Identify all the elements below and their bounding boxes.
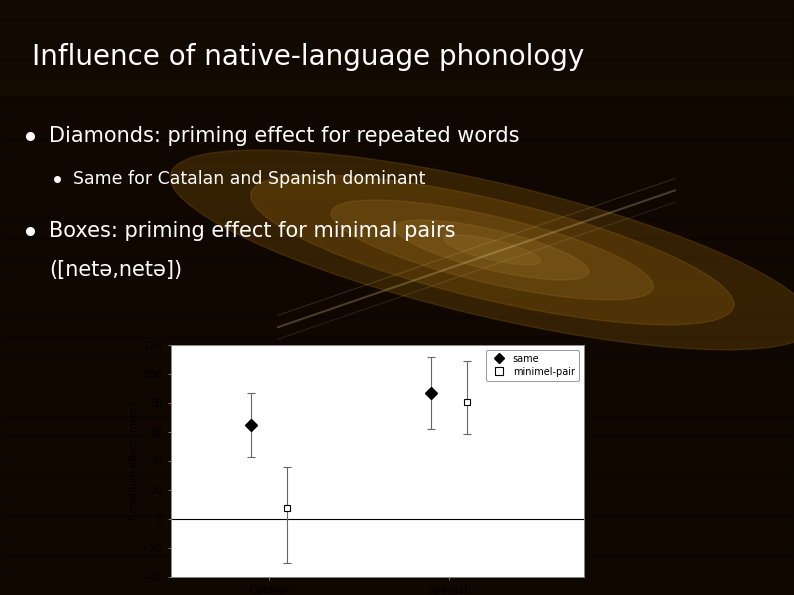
Ellipse shape [170, 150, 794, 350]
Bar [0, 278, 794, 298]
Ellipse shape [444, 235, 541, 265]
Bar [0, 516, 794, 536]
Bar [0, 416, 794, 436]
Text: Boxes: priming effect for minimal pairs: Boxes: priming effect for minimal pairs [49, 221, 456, 241]
Text: Diamonds: priming effect for repeated words: Diamonds: priming effect for repeated wo… [49, 126, 520, 146]
Bar [0, 397, 794, 416]
Bar [0, 139, 794, 159]
Bar [0, 159, 794, 178]
Ellipse shape [331, 200, 653, 300]
Bar [0, 258, 794, 278]
Bar [0, 99, 794, 119]
Bar [0, 20, 794, 40]
Bar [0, 337, 794, 357]
Bar [0, 555, 794, 575]
Y-axis label: Repetition effect (msec): Repetition effect (msec) [129, 402, 139, 520]
Bar [0, 119, 794, 139]
Bar [0, 536, 794, 555]
Bar [0, 198, 794, 218]
Bar [0, 218, 794, 238]
Ellipse shape [395, 220, 589, 280]
Bar [0, 317, 794, 337]
Bar [0, 298, 794, 317]
Bar [0, 178, 794, 198]
Bar [0, 0, 794, 20]
Text: Same for Catalan and Spanish dominant: Same for Catalan and Spanish dominant [73, 170, 426, 187]
Legend: same, minimel-pair: same, minimel-pair [486, 350, 579, 381]
Bar [0, 79, 794, 99]
Bar [0, 40, 794, 60]
Ellipse shape [251, 175, 734, 325]
Bar [0, 0, 794, 95]
Bar [0, 496, 794, 516]
Bar [0, 357, 794, 377]
Bar [0, 575, 794, 595]
Text: Influence of native-language phonology: Influence of native-language phonology [32, 42, 584, 71]
Text: ([netə,netə]): ([netə,netə]) [49, 259, 183, 280]
Bar [0, 60, 794, 79]
Bar [0, 436, 794, 456]
Bar [0, 456, 794, 476]
Bar [0, 476, 794, 496]
Bar [0, 238, 794, 258]
Bar [0, 377, 794, 397]
